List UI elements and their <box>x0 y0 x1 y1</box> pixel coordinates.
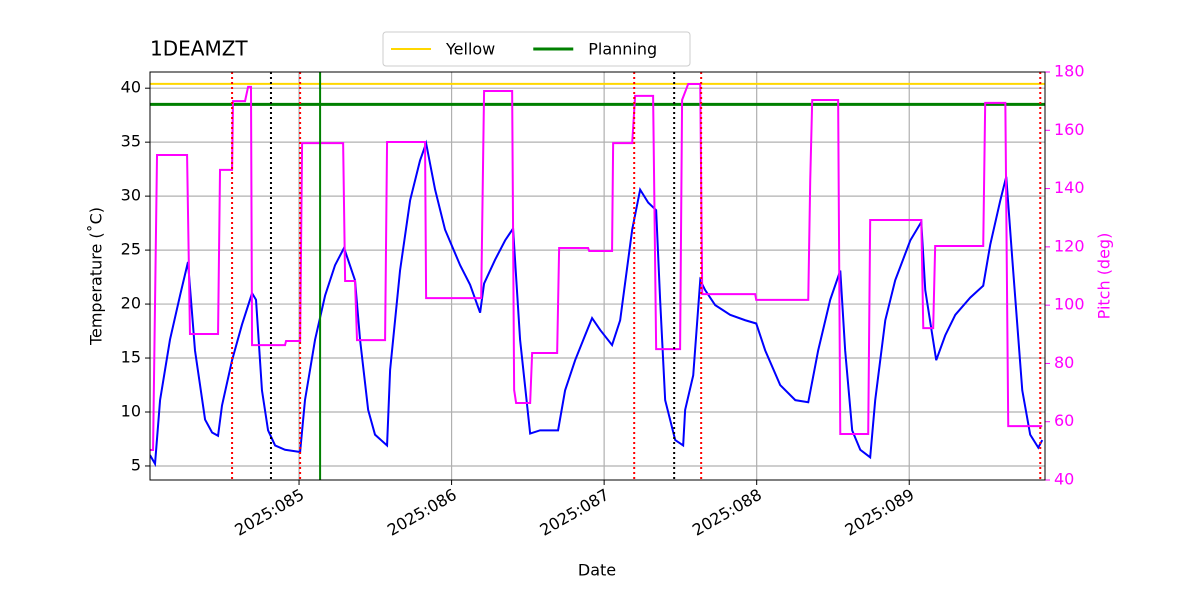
y2-tick-label: 160 <box>1054 120 1085 139</box>
y2-tick-label: 120 <box>1054 236 1085 255</box>
data-line <box>150 82 1043 451</box>
y-tick-label: 40 <box>121 78 141 97</box>
y-tick-label: 5 <box>131 455 141 474</box>
legend-label: Planning <box>588 40 657 59</box>
y-axis-label: Temperature (˚C) <box>87 207 106 346</box>
plot-frame <box>149 71 1046 481</box>
y2-axis-label: Pitch (deg) <box>1095 233 1114 320</box>
y-tick-label: 10 <box>121 402 141 421</box>
y-tick-label: 25 <box>121 240 141 259</box>
x-axis-label: Date <box>578 561 616 580</box>
y2-tick-label: 40 <box>1054 470 1074 489</box>
y-tick-label: 15 <box>121 348 141 367</box>
chart-title: 1DEAMZT <box>150 37 248 61</box>
legend-label: Yellow <box>445 40 495 59</box>
data-line <box>150 139 1044 468</box>
y2-tick-label: 140 <box>1054 178 1085 197</box>
y-tick-label: 20 <box>121 294 141 313</box>
y2-tick-label: 80 <box>1054 353 1074 372</box>
y-tick-label: 30 <box>121 186 141 205</box>
y2-tick-label: 100 <box>1054 295 1085 314</box>
y2-tick-label: 180 <box>1054 62 1085 81</box>
y-tick-label: 35 <box>121 132 141 151</box>
y2-tick-label: 60 <box>1054 411 1074 430</box>
